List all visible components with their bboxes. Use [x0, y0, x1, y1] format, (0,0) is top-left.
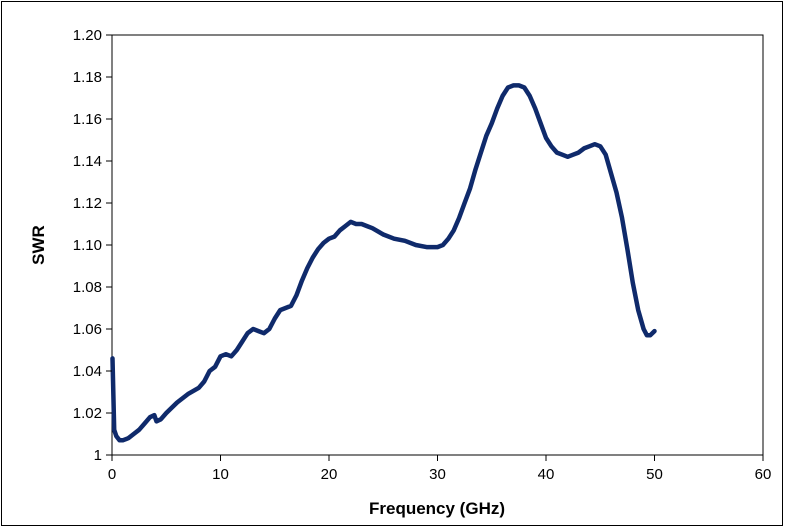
y-tick-label: 1.02: [73, 405, 102, 422]
y-tick-label: 1.04: [73, 363, 102, 380]
y-tick-label: 1.14: [73, 153, 102, 170]
plot-area: [110, 34, 764, 456]
x-tick-label: 60: [755, 466, 772, 483]
x-axis-title: Frequency (GHz): [369, 499, 505, 518]
y-tick-label: 1.10: [73, 237, 102, 254]
y-tick-label: 1.08: [73, 279, 102, 296]
y-axis-ticks: 1 1.02 1.04 1.06 1.08 1.10 1.12 1.14 1.16 1.18 1.2…: [73, 27, 112, 464]
swr-series-line: [110, 83, 657, 443]
y-tick-label: 1.16: [73, 111, 102, 128]
y-tick-label: 1.12: [73, 195, 102, 212]
x-tick-label: 30: [429, 466, 446, 483]
x-axis-ticks: 0 10 20 30 40 50 60: [108, 455, 772, 483]
y-tick-label: 1.20: [73, 27, 102, 44]
x-tick-label: 50: [646, 466, 663, 483]
x-tick-label: 0: [108, 466, 116, 483]
y-tick-label: 1.18: [73, 69, 102, 86]
y-axis-title: SWR: [29, 225, 48, 265]
x-tick-label: 10: [212, 466, 229, 483]
x-tick-label: 40: [538, 466, 555, 483]
y-tick-label: 1.06: [73, 321, 102, 338]
x-tick-label: 20: [321, 466, 338, 483]
y-tick-label: 1: [94, 447, 102, 464]
